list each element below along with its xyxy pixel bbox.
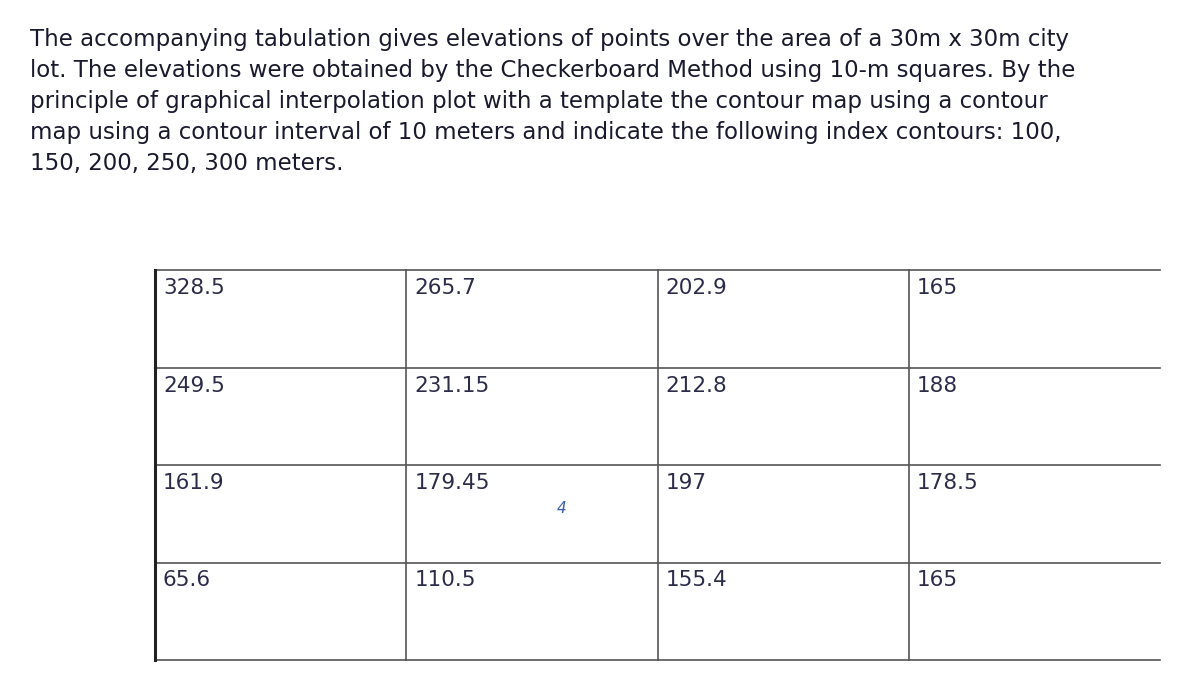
Text: 265.7: 265.7 (414, 278, 476, 298)
Text: 197: 197 (666, 473, 707, 493)
Text: 202.9: 202.9 (666, 278, 727, 298)
Text: 188: 188 (917, 375, 958, 396)
Text: 155.4: 155.4 (666, 570, 727, 591)
Text: 179.45: 179.45 (414, 473, 490, 493)
Text: 231.15: 231.15 (414, 375, 490, 396)
Text: 4: 4 (557, 502, 566, 516)
Text: 110.5: 110.5 (414, 570, 475, 591)
Text: 65.6: 65.6 (163, 570, 211, 591)
Text: 212.8: 212.8 (666, 375, 727, 396)
Text: 165: 165 (917, 278, 958, 298)
Text: 328.5: 328.5 (163, 278, 224, 298)
Text: 249.5: 249.5 (163, 375, 224, 396)
Text: 178.5: 178.5 (917, 473, 978, 493)
Text: The accompanying tabulation gives elevations of points over the area of a 30m x : The accompanying tabulation gives elevat… (30, 28, 1075, 176)
Text: 165: 165 (917, 570, 958, 591)
Text: 161.9: 161.9 (163, 473, 224, 493)
